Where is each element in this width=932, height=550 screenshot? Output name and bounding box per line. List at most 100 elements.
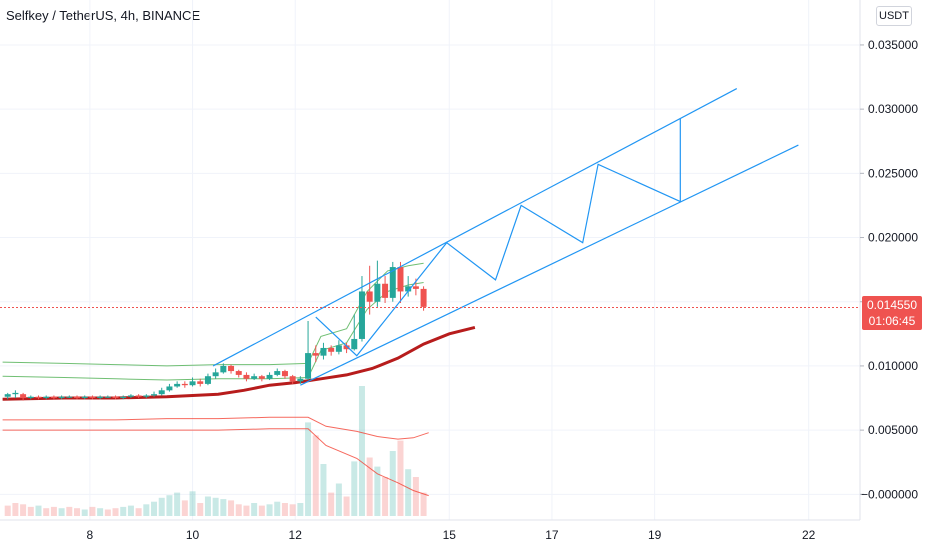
x-tick-label: 8 — [87, 528, 94, 542]
volume-bar — [251, 503, 258, 516]
candle-body — [274, 371, 281, 375]
candle-body — [258, 376, 265, 379]
candle-body — [289, 376, 296, 382]
moving-average-line — [2, 325, 476, 401]
y-tick-label: 0.035000 — [868, 38, 918, 52]
channel-lower-line — [300, 144, 799, 386]
volume-bar — [374, 466, 381, 516]
candle-body — [189, 381, 196, 386]
candle-body — [228, 365, 235, 372]
volume-bar — [397, 440, 404, 516]
y-tick-label: 0.025000 — [868, 166, 918, 180]
volume-bar — [320, 464, 327, 516]
candle-body — [174, 383, 181, 387]
candle-body — [374, 283, 381, 302]
candle-body — [220, 365, 227, 373]
candle-body — [97, 396, 104, 399]
volume-bars — [4, 386, 427, 516]
volume-bar — [204, 496, 211, 516]
volume-bar — [89, 506, 96, 516]
candle-body — [266, 374, 273, 379]
candle-body — [405, 286, 412, 292]
candle-body — [358, 291, 365, 339]
volume-bar — [112, 508, 119, 516]
candle-body — [351, 338, 358, 350]
candle-body — [35, 396, 42, 399]
candle-body — [27, 396, 34, 399]
candle-body — [43, 396, 50, 399]
x-tick-label: 22 — [802, 528, 816, 542]
volume-bar — [166, 495, 173, 516]
bands — [2, 262, 476, 497]
candle-body — [135, 395, 142, 397]
volume-bar — [243, 505, 250, 516]
y-tick-label: 0.020000 — [868, 231, 918, 245]
volume-bar — [58, 508, 65, 516]
volume-bar — [158, 497, 165, 516]
volume-bar — [197, 503, 204, 516]
x-tick-label: 10 — [186, 528, 200, 542]
candle-body — [197, 381, 204, 384]
volume-bar — [351, 461, 358, 516]
volume-bar — [50, 506, 57, 516]
candle-body — [320, 347, 327, 356]
candle-body — [58, 396, 65, 399]
volume-bar — [74, 508, 81, 516]
candles — [4, 260, 427, 401]
candle-body — [235, 371, 242, 375]
candle-body — [328, 347, 335, 352]
candle-body — [143, 395, 150, 397]
currency-button[interactable]: USDT — [876, 6, 912, 26]
y-tick-label: 0.030000 — [868, 102, 918, 116]
time-axis-labels: 8 10 12 15 17 19 22 — [87, 528, 816, 542]
volume-bar — [343, 496, 350, 516]
volume-bar — [20, 504, 27, 516]
candle-body — [181, 383, 188, 386]
price-axis-labels: 0.0350000.0300000.0250000.0200000.015000… — [860, 38, 918, 501]
candle-body — [127, 395, 134, 397]
volume-bar — [120, 506, 127, 516]
volume-bar — [312, 435, 319, 516]
candle-body — [120, 396, 127, 399]
volume-bar — [143, 504, 150, 516]
volume-bar — [258, 505, 265, 516]
volume-bar — [405, 469, 412, 516]
bar-countdown-label: 01:06:45 — [868, 314, 916, 328]
candle-body — [12, 392, 19, 395]
volume-bar — [66, 506, 73, 516]
volume-bar — [412, 477, 419, 516]
volume-bar — [266, 504, 273, 516]
volume-bar — [389, 451, 396, 516]
volume-bar — [274, 501, 281, 516]
volume-bar — [382, 477, 389, 516]
candle-body — [166, 386, 173, 391]
candle-body — [343, 345, 350, 350]
candle-body — [151, 394, 158, 396]
candle-body — [243, 374, 250, 379]
volume-bar — [4, 505, 11, 516]
current-price-tag: 0.014550 01:06:45 — [862, 296, 922, 330]
y-tick-label: 0.005000 — [868, 423, 918, 437]
candle-body — [366, 291, 373, 302]
y-tick-label: 0.010000 — [868, 359, 918, 373]
volume-bar — [328, 492, 335, 516]
candle-body — [397, 267, 404, 292]
current-price-label: 0.014550 — [866, 298, 918, 312]
volume-bar — [35, 505, 42, 516]
volume-bar — [174, 492, 181, 516]
volume-bar — [235, 504, 242, 516]
volume-bar — [228, 500, 235, 516]
candle-body — [335, 345, 342, 352]
channel-upper-line — [212, 88, 738, 367]
lower-band-inner-line — [2, 416, 429, 440]
volume-bar — [151, 501, 158, 516]
volume-bar — [43, 508, 50, 516]
volume-bar — [220, 499, 227, 516]
volume-bar — [305, 422, 312, 516]
volume-bar — [297, 503, 304, 516]
candle-body — [305, 353, 312, 379]
candle-body — [212, 372, 219, 377]
volume-bar — [289, 504, 296, 516]
channel-zigzag-path — [315, 118, 681, 357]
